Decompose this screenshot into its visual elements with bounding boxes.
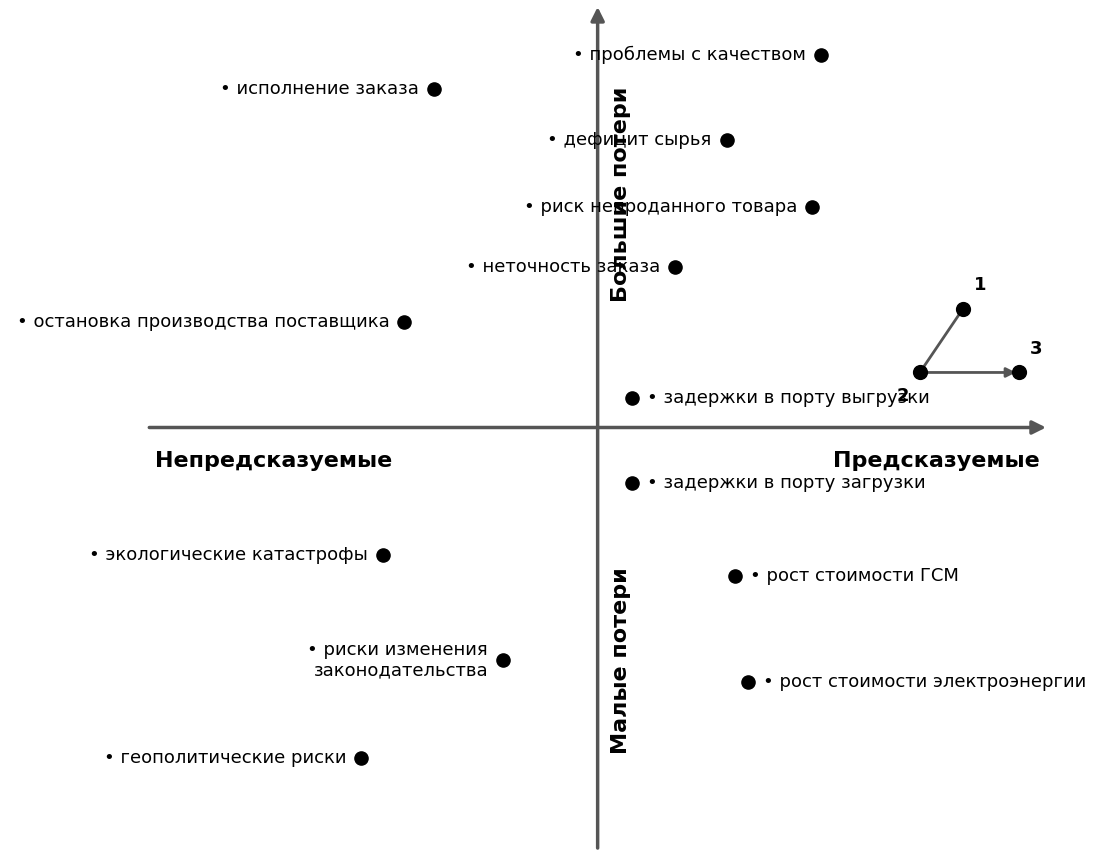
Text: Малые потери: Малые потери: [611, 567, 631, 754]
Text: • геополитические риски: • геополитические риски: [104, 749, 346, 767]
Point: [425, 82, 443, 96]
Text: • рост стоимости электроэнергии: • рост стоимости электроэнергии: [764, 673, 1086, 691]
Text: 1: 1: [974, 276, 986, 294]
Text: • неточность заказа: • неточность заказа: [465, 257, 660, 275]
Point: [726, 569, 744, 582]
Text: Непредсказуемые: Непредсказуемые: [155, 451, 392, 471]
Text: 3: 3: [1030, 339, 1042, 357]
Point: [803, 201, 821, 215]
Point: [623, 391, 641, 404]
Text: • остановка производства поставщика: • остановка производства поставщика: [17, 313, 389, 331]
Point: [373, 548, 391, 562]
Text: Большие потери: Большие потери: [611, 87, 631, 303]
Text: • исполнение заказа: • исполнение заказа: [221, 80, 419, 97]
Point: [396, 315, 413, 328]
Text: • рост стоимости ГСМ: • рост стоимости ГСМ: [750, 567, 959, 585]
Point: [352, 751, 370, 764]
Text: • задержки в порту загрузки: • задержки в порту загрузки: [648, 474, 926, 492]
Point: [812, 48, 830, 62]
Point: [623, 475, 641, 489]
Text: • риск непроданного товара: • риск непроданного товара: [524, 198, 798, 216]
Text: Предсказуемые: Предсказуемые: [833, 451, 1040, 471]
Point: [717, 133, 735, 146]
Text: • задержки в порту выгрузки: • задержки в порту выгрузки: [648, 389, 929, 407]
Point: [494, 653, 512, 667]
Text: • экологические катастрофы: • экологические катастрофы: [88, 545, 368, 563]
Point: [954, 302, 971, 315]
Text: 2: 2: [896, 387, 909, 405]
Text: • проблемы с качеством: • проблемы с качеством: [573, 46, 806, 64]
Text: • дефицит сырья: • дефицит сырья: [547, 131, 712, 149]
Point: [739, 675, 757, 688]
Text: • риски изменения
законодательства: • риски изменения законодательства: [307, 641, 488, 680]
Point: [1010, 366, 1028, 380]
Point: [911, 366, 928, 380]
Point: [666, 260, 684, 274]
